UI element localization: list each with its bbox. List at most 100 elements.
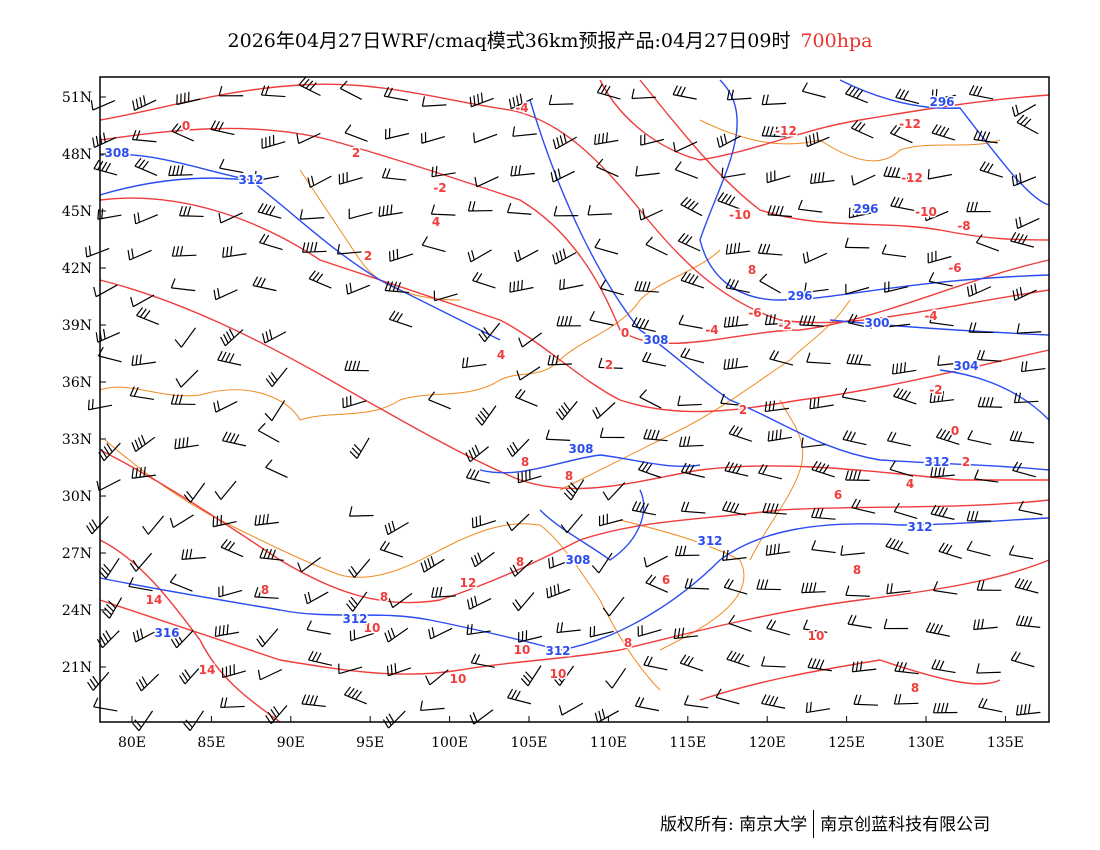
- lon-tick-label: 85E: [197, 735, 225, 751]
- height-contour-label: 308: [568, 442, 593, 456]
- temperature-contour-label: 0: [182, 119, 190, 133]
- wind-barb: [605, 667, 627, 689]
- wind-barb: [514, 249, 539, 263]
- wind-barb: [517, 630, 543, 643]
- wind-barb: [254, 513, 279, 526]
- wind-barb: [930, 466, 955, 478]
- lat-tick-label: 30N: [62, 489, 92, 505]
- temperature-contour-label: 14: [199, 663, 216, 677]
- wind-barb: [968, 322, 994, 334]
- temperature-contour-label: 8: [565, 469, 573, 483]
- wind-barb: [558, 702, 584, 716]
- wind-barb: [640, 134, 665, 146]
- temperature-contour-label: 10: [808, 629, 825, 643]
- height-contour-label: 312: [238, 173, 263, 187]
- wind-barb: [1015, 216, 1040, 229]
- wind-barb: [716, 133, 741, 148]
- temperature-contour-label: 0: [951, 424, 959, 438]
- wind-barb: [254, 587, 279, 599]
- temperature-contour-label: 8: [380, 590, 388, 604]
- wind-barb: [301, 694, 326, 708]
- wind-barb: [723, 357, 748, 370]
- wind-barb: [893, 694, 919, 705]
- wind-barb: [169, 573, 193, 592]
- wind-barb: [602, 482, 626, 501]
- wind-barb: [851, 660, 877, 673]
- wind-barb: [721, 167, 746, 179]
- wind-barb: [213, 400, 238, 413]
- temperature-contour-label: -4: [924, 309, 937, 323]
- wind-barb: [339, 80, 362, 100]
- wind-barb: [679, 654, 704, 672]
- wind-barb: [895, 88, 920, 105]
- temperature-contour-label: 2: [962, 455, 970, 469]
- wind-barb: [214, 480, 237, 500]
- wind-barb: [265, 367, 288, 387]
- wind-barb: [506, 513, 530, 532]
- wind-barb: [979, 161, 1004, 178]
- wind-barb: [757, 243, 783, 256]
- wind-barb: [715, 688, 740, 705]
- wind-barb: [587, 205, 613, 216]
- wind-barb: [421, 132, 446, 144]
- wind-barb: [886, 583, 911, 595]
- wind-barb: [761, 94, 787, 106]
- wind-barb: [136, 307, 160, 326]
- wind-barb: [176, 91, 201, 106]
- temperature-contour-label: 0: [621, 326, 629, 340]
- wind-barb: [927, 250, 952, 264]
- lon-tick-label: 90E: [277, 735, 305, 751]
- wind-barb: [261, 329, 287, 344]
- wind-barb: [977, 396, 1003, 408]
- wind-barb: [131, 466, 156, 479]
- temperature-contour-label: 4: [906, 477, 914, 491]
- wind-barb: [419, 700, 445, 712]
- wind-barb: [465, 468, 490, 484]
- wind-barb: [509, 559, 533, 577]
- wind-barb: [516, 366, 541, 381]
- wind-barb: [1011, 104, 1037, 117]
- temperature-contour-label: 8: [624, 636, 632, 650]
- wind-barb: [599, 279, 624, 296]
- plot-frame: [99, 76, 1050, 723]
- wind-barb: [384, 128, 410, 140]
- wind-barb: [128, 577, 153, 592]
- wind-barb: [218, 212, 243, 224]
- wind-barb: [507, 688, 531, 705]
- wind-barb: [589, 310, 614, 326]
- height-contour-label: 308: [565, 553, 590, 567]
- wind-barb: [684, 578, 710, 590]
- temperature-contour-label: -2: [433, 181, 446, 195]
- chart-title: 2026年04月27日WRF/cmaq模式36km预报产品:04月27日09时 7…: [0, 26, 1100, 53]
- height-contour-label: 308: [643, 333, 668, 347]
- wind-barb: [1008, 545, 1034, 560]
- height-contour-label: 304: [953, 359, 978, 373]
- wind-barb: [677, 232, 701, 252]
- title-level: 700hpa: [800, 30, 873, 52]
- wind-barb: [93, 284, 118, 298]
- wind-barb: [130, 294, 155, 308]
- wind-barb: [637, 625, 662, 637]
- lat-tick-label: 39N: [62, 318, 92, 334]
- temperature-contour-label: -10: [729, 208, 751, 222]
- wind-barb: [336, 244, 362, 255]
- height-contour-label: 312: [924, 455, 949, 469]
- wind-barb: [384, 520, 409, 536]
- wind-barb: [563, 479, 585, 501]
- wind-barb: [93, 697, 118, 712]
- wind-barb: [853, 694, 879, 706]
- wind-barb: [678, 436, 704, 448]
- wind-barb: [379, 540, 404, 558]
- copyright-left: 版权所有: 南京大学: [660, 815, 808, 835]
- wind-barb: [726, 650, 750, 668]
- wind-barb: [181, 548, 206, 560]
- wind-barb: [1015, 615, 1041, 628]
- wind-barb: [382, 710, 406, 729]
- wind-barb: [589, 625, 614, 638]
- wind-barb: [129, 552, 153, 572]
- wind-barb: [170, 630, 194, 649]
- wind-barb: [257, 202, 282, 219]
- wind-barb: [388, 310, 413, 328]
- wind-barb: [298, 76, 321, 97]
- wind-barb: [1010, 232, 1035, 248]
